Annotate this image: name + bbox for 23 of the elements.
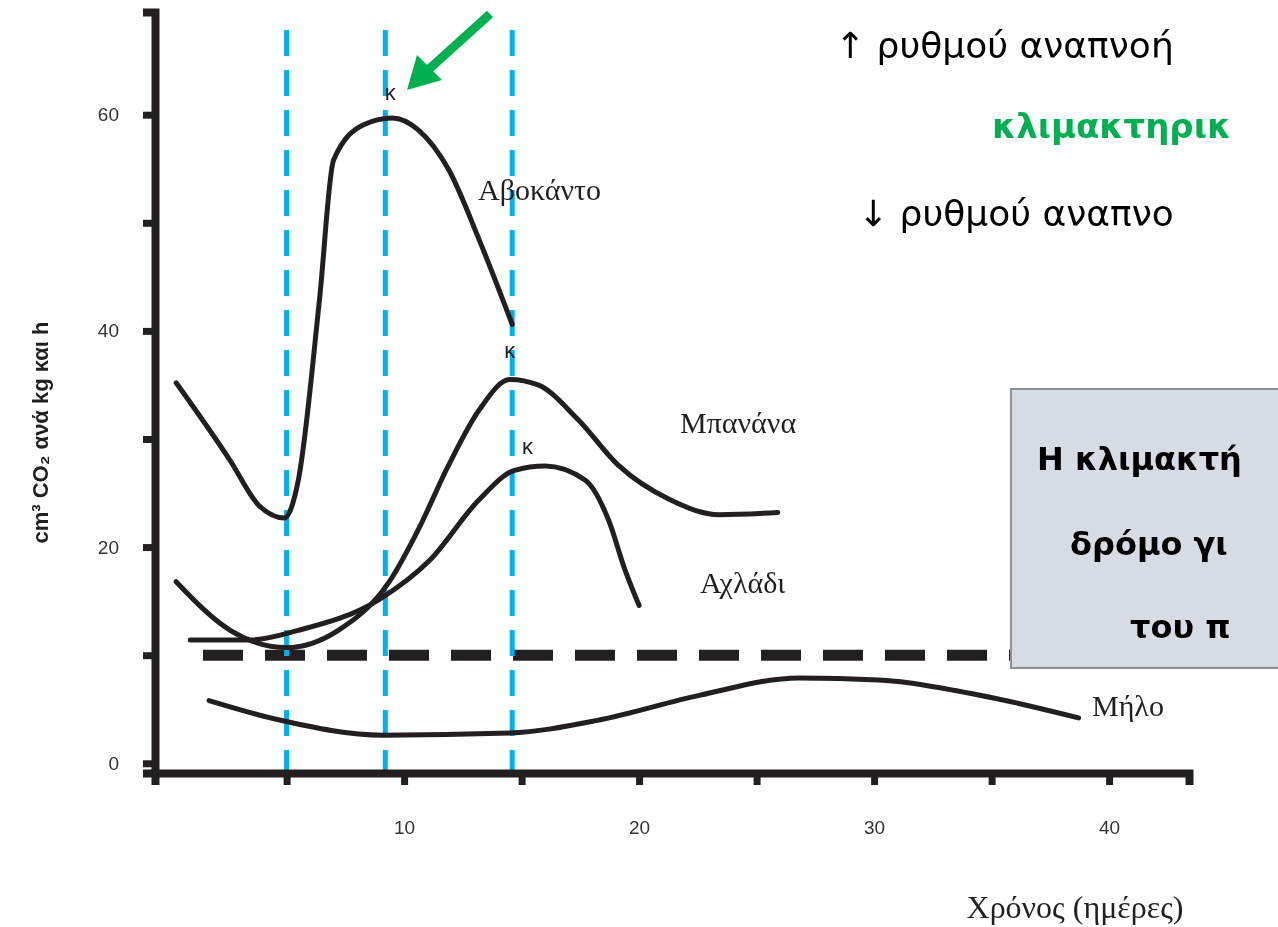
annotation: ↓ ρυθμού αναπνο xyxy=(858,193,1174,234)
x-tick-label: 10 xyxy=(394,817,416,839)
y-tick-label: 20 xyxy=(97,536,119,558)
series-label: Μήλο xyxy=(1092,689,1164,722)
y-tick-label: 40 xyxy=(97,320,119,342)
annotation: κ xyxy=(522,434,535,460)
x-tick-label: 40 xyxy=(1099,817,1121,839)
annotation: ↑ ρυθμού αναπνοή xyxy=(835,25,1174,66)
y-axis-title: cm³ CO₂ ανά kg και h xyxy=(28,321,53,544)
y-tick-label: 0 xyxy=(108,752,119,774)
annotation: κ xyxy=(504,337,517,363)
series-label: Μπανάνα xyxy=(680,406,797,439)
text: Αχλάδι xyxy=(700,566,786,599)
y-tick-label: 60 xyxy=(97,104,119,126)
annotation: του π xyxy=(1130,608,1231,646)
annotation: Η κλιμακτή xyxy=(1037,440,1242,478)
annotation: δρόμο γι xyxy=(1070,525,1228,563)
x-axis-title: Χρόνος (ημέρες) xyxy=(966,889,1184,925)
annotation: κλιμακτηρικ xyxy=(992,106,1232,146)
series-label: Αβοκάντο xyxy=(478,173,602,206)
x-tick-label: 30 xyxy=(864,817,886,839)
x-tick-label: 20 xyxy=(629,817,651,839)
annotation: κ xyxy=(384,79,397,105)
